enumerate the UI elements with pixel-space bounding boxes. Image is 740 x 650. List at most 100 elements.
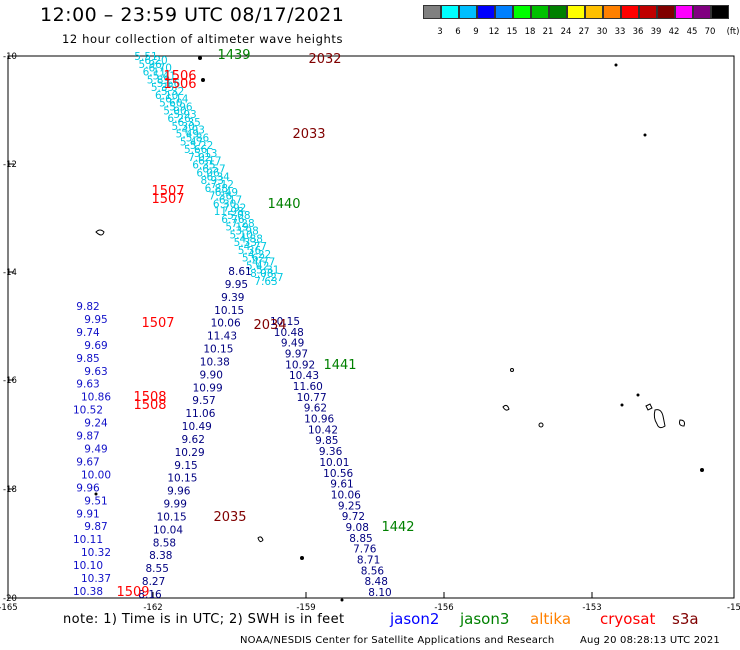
wave-height-value: 11.60 xyxy=(293,381,323,393)
wave-height-value: 6.11 xyxy=(143,67,166,79)
wave-height-value: 8.16 xyxy=(138,589,162,601)
wave-height-value: 9.24 xyxy=(84,418,108,430)
color-swatch xyxy=(639,5,657,19)
wave-height-value: 9.39 xyxy=(221,292,244,304)
cryosat-time-label: 1508 xyxy=(133,390,166,405)
wave-height-value: 9.62 xyxy=(182,434,205,446)
wave-height-value: 7.28 xyxy=(231,218,254,230)
wave-height-value: 5.19 xyxy=(225,222,248,234)
wave-height-value: 6.10 xyxy=(155,90,178,102)
wave-height-value: 10.48 xyxy=(274,327,304,339)
color-swatch xyxy=(459,5,477,19)
satellite-name: jason3 xyxy=(460,610,510,628)
track-values: 5.516.205.966.706.115.415.895.665.355.32… xyxy=(73,51,392,601)
satellite-name: cryosat xyxy=(600,610,656,628)
wave-height-value: 5.22 xyxy=(190,140,213,152)
wave-height-value: 4.22 xyxy=(248,249,271,261)
color-swatch xyxy=(675,5,693,19)
wave-height-value: 5.30 xyxy=(172,121,195,133)
wave-height-value: 5.66 xyxy=(184,144,208,156)
wave-height-value: 7.76 xyxy=(353,544,377,556)
wave-height-value: 10.77 xyxy=(297,392,327,404)
color-swatch xyxy=(693,5,711,19)
wave-height-value: 9.69 xyxy=(84,340,107,352)
wave-height-value: 6.76 xyxy=(221,214,245,226)
color-scale-label: 45 xyxy=(686,27,698,37)
wave-height-value: 6.35 xyxy=(192,160,215,172)
wave-height-value: 5.62 xyxy=(242,253,265,265)
color-scale-label: 21 xyxy=(542,27,554,37)
wave-height-value: 10.06 xyxy=(211,318,241,330)
wave-height-value: 10.01 xyxy=(319,457,349,469)
wave-height-value: 10.38 xyxy=(200,356,230,368)
wave-height-value: 5.93 xyxy=(173,109,196,121)
wave-height-value: 5.33 xyxy=(234,237,257,249)
cryosat-time-label: 1508 xyxy=(133,398,166,413)
color-swatch xyxy=(441,5,459,19)
island-outlines xyxy=(94,56,704,602)
wave-height-value: 10.15 xyxy=(157,511,187,523)
color-scale-label: 27 xyxy=(578,27,590,37)
wave-height-value: 11.06 xyxy=(185,408,215,420)
wave-height-value: 6.57 xyxy=(202,164,225,176)
wave-height-value: 6.88 xyxy=(205,183,228,195)
wave-height-value: 6.30 xyxy=(213,198,236,210)
latitude-label: -16 xyxy=(3,376,17,386)
wave-height-value: 7.27 xyxy=(260,272,283,284)
color-scale-label: 33 xyxy=(614,27,626,37)
altika-time-label: 2032 xyxy=(308,52,341,67)
wave-height-value: 10.15 xyxy=(167,473,197,485)
cryosat-time-label: 1507 xyxy=(151,184,184,199)
wave-height-value: 9.87 xyxy=(84,521,107,533)
latitude-label: -14 xyxy=(3,268,17,278)
longitude-label: -162 xyxy=(143,603,162,613)
wave-height-value: 7.12 xyxy=(211,179,234,191)
wave-height-value: 10.86 xyxy=(81,392,111,404)
axis-ticks: -10 -12 -14 -16 -18 -20-165 -162 -159 -156 -153 -1… xyxy=(0,52,740,613)
cryosat-time-label: 1506 xyxy=(163,77,196,92)
latitude-label: -12 xyxy=(3,160,17,170)
wave-height-value: 10.29 xyxy=(175,447,205,459)
wave-height-value: 6.35 xyxy=(177,117,200,129)
wave-height-value: 4.77 xyxy=(244,241,267,253)
wave-height-value: 9.97 xyxy=(285,349,308,361)
altika-time-label: 2034 xyxy=(253,318,286,333)
color-scale-label: 70 xyxy=(704,27,716,37)
color-scale-unit: (ft) xyxy=(726,27,740,37)
wave-height-value: 5.00 xyxy=(163,105,186,117)
wave-height-value: 9.08 xyxy=(346,522,369,534)
color-swatch xyxy=(423,5,441,19)
color-scale-label: 36 xyxy=(632,27,644,37)
longitude-label: -156 xyxy=(434,603,453,613)
color-scale-label: 30 xyxy=(596,27,608,37)
wave-height-value: 6.06 xyxy=(196,167,220,179)
wave-height-value: 8.85 xyxy=(349,533,372,545)
wave-height-value: 8.48 xyxy=(365,576,388,588)
map-title: 12:00 – 23:59 UTC 08/17/2021 xyxy=(40,4,345,26)
color-swatch xyxy=(711,5,729,19)
color-swatch xyxy=(621,5,639,19)
wave-height-value: 5.96 xyxy=(138,59,162,71)
wave-height-value: 9.96 xyxy=(167,486,191,498)
satellite-name: altika xyxy=(530,610,572,628)
wave-height-value: 9.95 xyxy=(84,314,107,326)
wave-height-value: 6.70 xyxy=(149,63,172,75)
color-scale-label: 18 xyxy=(524,27,536,37)
wave-height-value: 4.77 xyxy=(252,257,275,269)
credit-text: NOAA/NESDIS Center for Satellite Applica… xyxy=(240,635,555,646)
satellite-name: jason2 xyxy=(390,610,440,628)
wave-height-value: 10.10 xyxy=(73,560,103,572)
wave-height-value: 8.56 xyxy=(361,565,385,577)
wave-height-value: 6.20 xyxy=(144,55,167,67)
wave-height-value: 10.52 xyxy=(73,405,103,417)
wave-height-value: 8.55 xyxy=(146,563,169,575)
jason3-time-label: 1439 xyxy=(217,48,250,63)
wave-height-value: 5.96 xyxy=(169,101,193,113)
track-time-labels: 1506150615071507150715081508150920322033… xyxy=(116,48,414,600)
altika-time-label: 2033 xyxy=(292,127,325,142)
color-swatch xyxy=(531,5,549,19)
wave-height-value: 10.32 xyxy=(81,547,111,559)
wave-height-value: 10.43 xyxy=(289,370,319,382)
generated-timestamp: Aug 20 08:28:13 UTC 2021 xyxy=(580,635,720,646)
